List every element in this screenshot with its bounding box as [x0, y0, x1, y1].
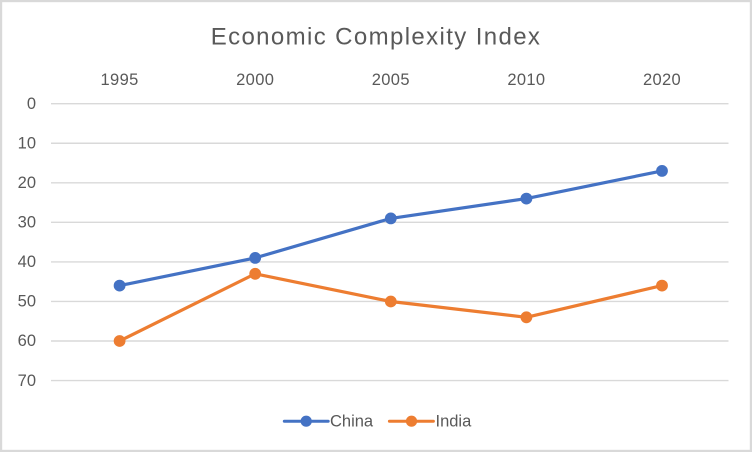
svg-text:2000: 2000: [236, 71, 274, 89]
svg-text:40: 40: [18, 253, 36, 271]
svg-text:60: 60: [18, 332, 36, 350]
svg-text:0: 0: [27, 95, 36, 113]
svg-text:30: 30: [18, 214, 36, 232]
svg-text:2020: 2020: [643, 71, 681, 89]
svg-text:2010: 2010: [507, 71, 545, 89]
svg-text:50: 50: [18, 293, 36, 311]
svg-text:70: 70: [18, 372, 36, 390]
svg-text:Economic Complexity Index: Economic Complexity Index: [211, 23, 542, 50]
svg-text:2005: 2005: [372, 71, 410, 89]
svg-text:India: India: [436, 412, 473, 430]
svg-text:20: 20: [18, 174, 36, 192]
svg-text:10: 10: [18, 134, 36, 152]
svg-text:1995: 1995: [101, 71, 139, 89]
svg-text:China: China: [330, 412, 374, 430]
